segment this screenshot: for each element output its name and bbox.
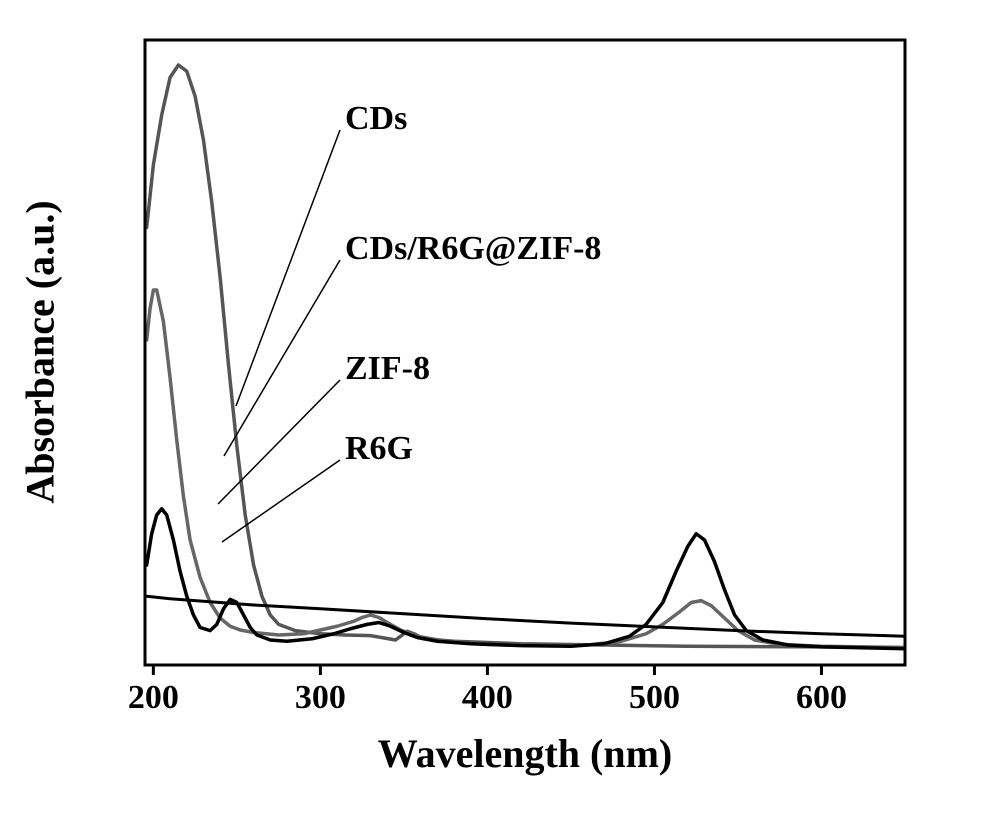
series-R6G — [147, 509, 905, 649]
series-label-ZIF8: ZIF-8 — [345, 350, 430, 388]
series-label-CDs: CDs — [345, 100, 407, 138]
plot-area — [145, 40, 905, 665]
plot-svg — [145, 40, 905, 665]
x-tick-label: 600 — [771, 679, 871, 717]
y-axis-label: Absorbance (a.u.) — [17, 200, 64, 503]
x-tick-label: 500 — [604, 679, 704, 717]
series-ZIF8 — [147, 596, 905, 636]
x-tick-label: 400 — [437, 679, 537, 717]
series-label-CDs_R6G_ZIF8: CDs/R6G@ZIF-8 — [345, 230, 601, 268]
series-label-R6G: R6G — [345, 430, 413, 468]
x-tick-label: 300 — [270, 679, 370, 717]
x-axis-label: Wavelength (nm) — [145, 730, 905, 777]
x-tick-label: 200 — [103, 679, 203, 717]
series-CDs — [147, 65, 905, 648]
